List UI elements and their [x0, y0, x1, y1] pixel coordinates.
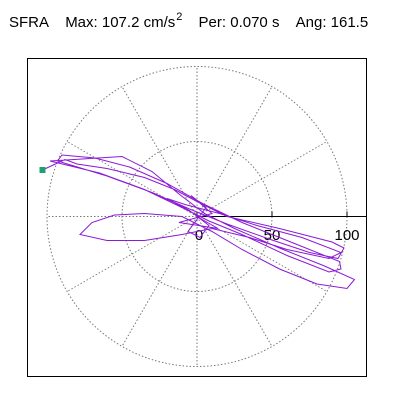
plot-frame [27, 58, 367, 377]
station-name: SFRA [9, 14, 50, 31]
orbit-trace [42, 154, 356, 290]
r-tick-label-50: 50 [264, 227, 281, 244]
r-tick-label-0: 0 [195, 227, 203, 244]
grid-spoke-330 [196, 216, 328, 292]
grid-spoke-210 [66, 216, 198, 292]
angle-label: Ang: [295, 14, 327, 31]
grid-spoke-30 [196, 141, 328, 217]
period-label: Per: [198, 14, 227, 31]
chart-header: SFRA Max: 107.2 cm/s2 Per: 0.070 s Ang: … [9, 11, 368, 31]
start-marker [39, 167, 46, 173]
grid-spoke-300 [196, 216, 273, 347]
max-label: Max: [65, 14, 98, 31]
grid-spoke-240 [121, 216, 198, 347]
r-tick-label-100: 100 [334, 227, 359, 244]
max-value: 107.2 cm/s [101, 14, 176, 31]
angle-value: 161.5 [330, 14, 369, 31]
grid-spoke-60 [196, 86, 273, 217]
max-unit-exponent: 2 [176, 11, 183, 23]
period-value: 0.070 s [230, 14, 280, 31]
